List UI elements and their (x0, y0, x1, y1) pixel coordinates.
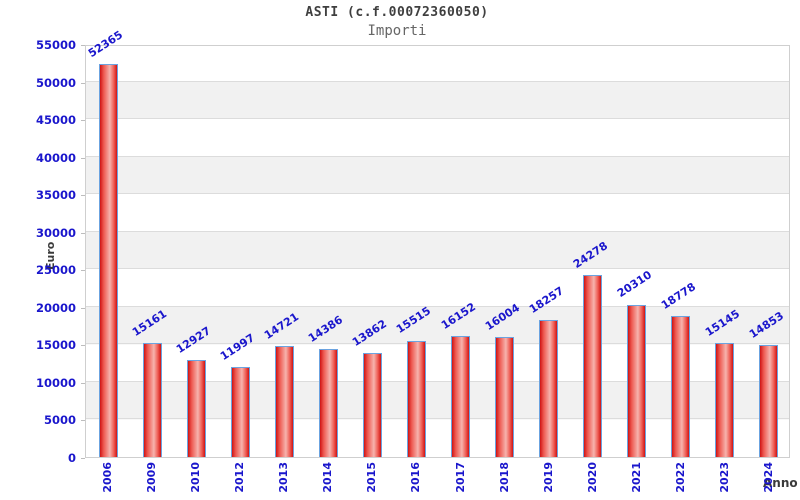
y-tick-mark (81, 120, 85, 122)
bar (274, 346, 294, 457)
y-tick-label: 5000 (43, 413, 76, 428)
x-tick-label: 2012 (233, 462, 247, 493)
gridline (86, 380, 789, 382)
x-tick-label: 2009 (145, 462, 159, 493)
chart-subtitle: Importi (367, 23, 427, 39)
y-tick-mark (81, 232, 85, 234)
x-tick-label: 2023 (717, 462, 731, 493)
y-tick-label: 30000 (35, 225, 76, 240)
x-tick-label: 2013 (277, 462, 291, 493)
y-tick-mark (81, 307, 85, 309)
y-tick-mark (81, 458, 85, 459)
bar (715, 343, 735, 457)
x-tick-label: 2015 (365, 462, 379, 493)
y-tick-mark (81, 382, 85, 384)
y-tick-mark (81, 420, 85, 422)
y-tick-label: 10000 (35, 375, 76, 390)
x-tick-label: 2021 (629, 462, 643, 493)
bar (230, 366, 250, 457)
gridline (86, 418, 789, 420)
x-tick-label: 2014 (321, 462, 335, 493)
gridline (86, 343, 789, 345)
gridline (86, 268, 789, 270)
y-tick-label: 40000 (35, 150, 76, 165)
x-tick-label: 2018 (497, 462, 511, 493)
y-tick-label: 0 (67, 451, 76, 465)
x-tick-label: 2017 (453, 462, 467, 493)
x-tick-label: 2010 (189, 462, 203, 493)
gridline (86, 80, 789, 82)
gridline (86, 193, 789, 195)
y-tick-label: 35000 (35, 188, 76, 203)
bar (406, 340, 426, 457)
x-axis-title: Anno (763, 476, 798, 490)
y-tick-label: 50000 (35, 75, 76, 90)
y-tick-mark (81, 157, 85, 159)
x-tick-label: 2022 (673, 462, 687, 493)
x-tick-label: 2024 (761, 462, 775, 493)
y-tick-label: 55000 (35, 38, 76, 52)
x-tick-label: 2020 (585, 462, 599, 493)
bar (671, 316, 691, 457)
y-tick-label: 25000 (35, 263, 76, 278)
chart-title: ASTI (c.f.00072360050) (305, 5, 489, 20)
y-tick-mark (81, 45, 85, 46)
bar (583, 274, 603, 457)
bar (539, 319, 559, 457)
bar (495, 336, 515, 457)
bar (98, 63, 118, 457)
gridline (86, 118, 789, 120)
gridline (86, 230, 789, 232)
x-tick-label: 2019 (541, 462, 555, 493)
plot-area (85, 45, 790, 458)
y-tick-mark (81, 270, 85, 272)
bar (318, 348, 338, 457)
gridline (86, 155, 789, 157)
y-tick-label: 45000 (35, 113, 76, 128)
bar (759, 345, 779, 457)
x-tick-label: 2006 (101, 462, 115, 493)
bar (627, 304, 647, 457)
y-tick-mark (81, 82, 85, 84)
bar (186, 359, 206, 457)
bar (142, 343, 162, 457)
y-tick-mark (81, 195, 85, 197)
bar (451, 335, 471, 457)
x-tick-label: 2016 (409, 462, 423, 493)
gridline (86, 305, 789, 307)
y-tick-label: 15000 (35, 338, 76, 353)
y-tick-mark (81, 345, 85, 347)
bar (362, 352, 382, 457)
y-tick-label: 20000 (35, 300, 76, 315)
